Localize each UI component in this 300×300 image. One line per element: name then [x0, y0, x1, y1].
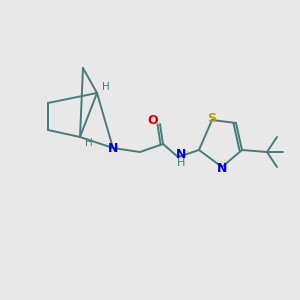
Text: H: H: [177, 158, 185, 168]
Text: O: O: [148, 115, 158, 128]
Text: N: N: [176, 148, 186, 161]
Text: H: H: [85, 138, 93, 148]
Text: H: H: [102, 82, 110, 92]
Text: N: N: [217, 161, 227, 175]
Text: N: N: [108, 142, 118, 154]
Text: S: S: [208, 112, 217, 125]
